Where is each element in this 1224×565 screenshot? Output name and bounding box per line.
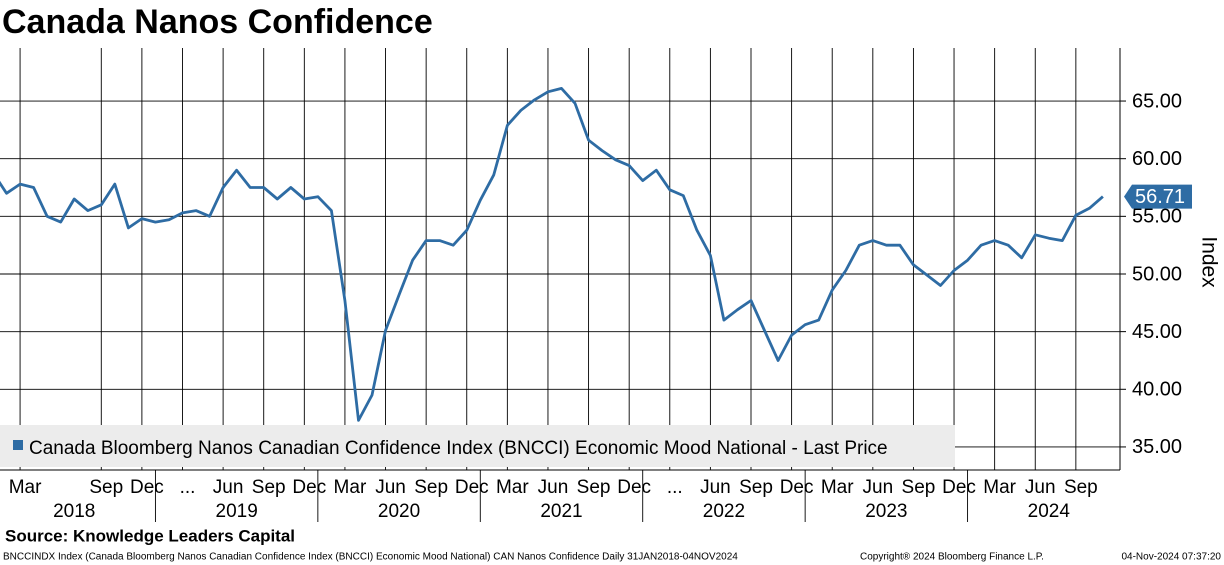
x-tick-label: Jun — [1025, 477, 1056, 498]
x-tick-label: Mar — [821, 477, 854, 498]
y-tick-label: 65.00 — [1132, 90, 1182, 112]
x-tick-label: Sep — [89, 477, 123, 498]
x-tick-label: Jun — [538, 477, 569, 498]
x-tick-label: Mar — [983, 477, 1016, 498]
x-tick-label: Dec — [617, 477, 651, 498]
footer-center: Copyright® 2024 Bloomberg Finance L.P. — [860, 552, 1044, 563]
y-tick-label: 40.00 — [1132, 379, 1182, 401]
x-year-label: 2020 — [378, 501, 420, 522]
y-tick-label: 35.00 — [1132, 436, 1182, 458]
legend-box — [0, 425, 955, 467]
legend-label: Canada Bloomberg Nanos Canadian Confiden… — [29, 438, 888, 459]
x-tick-label: Jun — [863, 477, 894, 498]
x-tick-label: ... — [667, 477, 683, 498]
x-tick-label: Jun — [700, 477, 731, 498]
legend-swatch — [13, 440, 23, 450]
last-value-tag — [1124, 184, 1192, 209]
x-tick-label: Mar — [9, 477, 42, 498]
x-tick-label: Sep — [739, 477, 773, 498]
x-tick-label: Sep — [252, 477, 286, 498]
x-tick-label: Mar — [334, 477, 367, 498]
x-tick-label: Jun — [213, 477, 244, 498]
data-line — [0, 87, 1104, 422]
x-tick-label: Dec — [130, 477, 164, 498]
y-tick-label: 60.00 — [1132, 148, 1182, 170]
x-year-label: 2022 — [703, 501, 745, 522]
footer-left: BNCCINDX Index (Canada Bloomberg Nanos C… — [3, 552, 738, 563]
last-value-label: 56.71 — [1135, 186, 1185, 208]
y-tick-label: 45.00 — [1132, 321, 1182, 343]
x-tick-label: Dec — [780, 477, 814, 498]
x-tick-label: Mar — [496, 477, 529, 498]
chart-title: Canada Nanos Confidence — [2, 3, 433, 41]
x-year-label: 2021 — [540, 501, 582, 522]
x-year-label: 2019 — [216, 501, 258, 522]
footer-right: 04-Nov-2024 07:37:20 — [1121, 552, 1221, 563]
x-tick-label: Sep — [414, 477, 448, 498]
y-axis-label: Index — [1197, 236, 1220, 288]
x-tick-label: Sep — [1064, 477, 1098, 498]
x-tick-label: Sep — [577, 477, 611, 498]
x-tick-label: ... — [180, 477, 196, 498]
x-tick-label: Dec — [292, 477, 326, 498]
x-tick-label: Sep — [902, 477, 936, 498]
x-tick-label: Dec — [455, 477, 489, 498]
source: Source: Knowledge Leaders Capital — [5, 526, 295, 545]
x-tick-label: Dec — [942, 477, 976, 498]
x-year-label: 2024 — [1028, 501, 1071, 522]
x-tick-label: Jun — [375, 477, 406, 498]
y-tick-label: 55.00 — [1132, 206, 1182, 228]
x-year-label: 2018 — [53, 501, 95, 522]
y-tick-label: 50.00 — [1132, 263, 1182, 285]
x-year-label: 2023 — [865, 501, 907, 522]
